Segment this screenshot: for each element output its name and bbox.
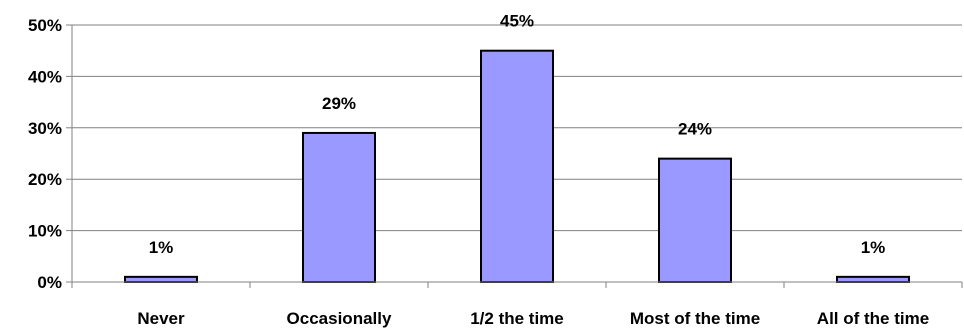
- bars: [124, 49, 910, 284]
- bar: [836, 275, 910, 283]
- axes: [71, 25, 963, 288]
- data-label: 1%: [861, 238, 886, 257]
- bar: [480, 49, 554, 284]
- data-label: 29%: [322, 94, 356, 113]
- data-labels: 1% 29% 45% 24% 1%: [149, 12, 886, 257]
- bar: [658, 157, 732, 283]
- x-category-label: All of the time: [817, 309, 929, 328]
- y-tick-label: 0%: [37, 273, 62, 292]
- x-category-label: Never: [137, 309, 185, 328]
- data-label: 45%: [500, 12, 534, 31]
- data-label: 24%: [678, 120, 712, 139]
- y-tick-label: 40%: [28, 67, 62, 86]
- y-tick-label: 20%: [28, 170, 62, 189]
- y-axis-ticks: 0% 10% 20% 30% 40% 50%: [28, 16, 72, 292]
- bar: [302, 131, 376, 283]
- x-category-label: 1/2 the time: [470, 309, 564, 328]
- y-tick-label: 50%: [28, 16, 62, 35]
- x-category-label: Most of the time: [630, 309, 760, 328]
- y-tick-label: 30%: [28, 119, 62, 138]
- data-label: 1%: [149, 238, 174, 257]
- y-tick-label: 10%: [28, 222, 62, 241]
- x-axis-labels: Never Occasionally 1/2 the time Most of the…: [137, 309, 929, 328]
- bar: [124, 275, 198, 283]
- x-category-label: Occasionally: [287, 309, 392, 328]
